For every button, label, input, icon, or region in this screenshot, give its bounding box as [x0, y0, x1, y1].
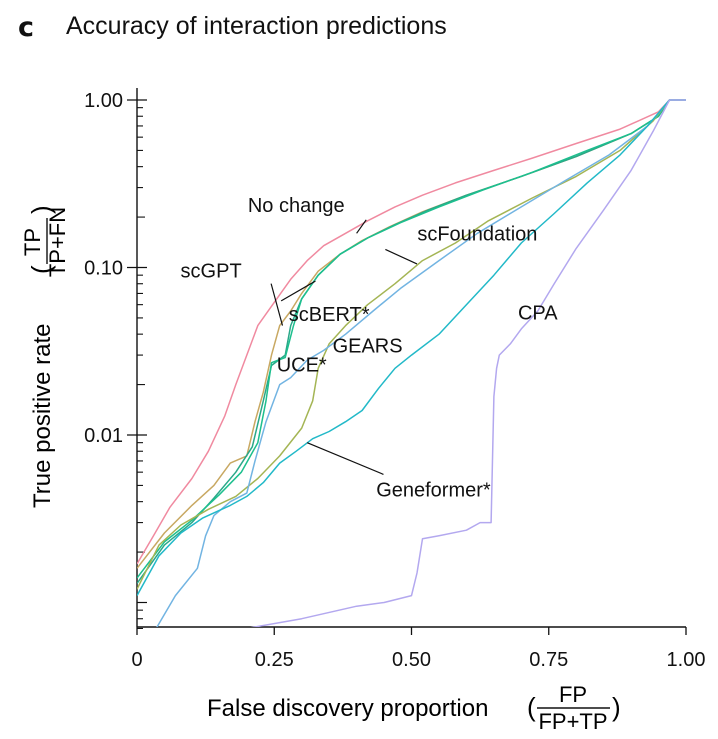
x-tick-label: 1.00 — [667, 649, 706, 671]
annotation-label-scfoundation: scFoundation — [417, 223, 537, 245]
annotation-pointer-scfoundation — [385, 248, 418, 265]
annotation-label-scgpt: scGPT — [181, 261, 242, 283]
x-tick-label: 0 — [131, 649, 142, 671]
annotation-label-no-change: No change — [248, 195, 345, 217]
y-axis-label-group: True positive rate ( TP TP+FN ) — [20, 205, 70, 508]
annotation-pointer-scgpt — [270, 283, 284, 326]
x-tick-label: 0.75 — [529, 649, 568, 671]
y-axis-paren-open: ( — [26, 265, 56, 274]
y-fraction-numerator: TP — [20, 228, 45, 256]
y-axis-paren-close: ) — [26, 205, 56, 214]
annotation-label-cpa: CPA — [518, 302, 558, 324]
series-line-scfoundation — [137, 99, 686, 590]
series-line-gears — [156, 99, 686, 627]
y-fraction-denominator: TP+FN — [45, 207, 70, 277]
annotations: No change scFoundation scGPT scBERT* GEARS UC… — [181, 195, 559, 502]
annotation-pointer-geneformer — [306, 442, 384, 475]
x-fraction-numerator: FP — [559, 682, 587, 707]
series-line-no-change — [137, 99, 686, 565]
annotation-label-scbert: scBERT* — [289, 304, 370, 326]
series-line-uce — [137, 99, 686, 579]
annotation-label-uce: UCE* — [277, 354, 327, 376]
y-tick-label: 0.10 — [84, 258, 123, 280]
y-tick-label: 0.01 — [84, 425, 123, 447]
x-tick-label: 0.50 — [392, 649, 431, 671]
x-axis-paren-open: ( — [527, 692, 536, 722]
series-line-geneformer — [137, 99, 686, 596]
y-axis-label: True positive rate — [29, 323, 56, 508]
x-axis-label: False discovery proportion — [207, 695, 488, 722]
annotation-pointer-no-change — [356, 219, 367, 234]
series-line-cpa — [250, 99, 686, 627]
annotation-label-gears: GEARS — [333, 336, 403, 358]
annotation-label-geneformer: Geneformer* — [376, 479, 491, 501]
x-axis-paren-close: ) — [612, 692, 621, 722]
axes: 0.01 0.10 1.00 0 0.25 0.50 0.75 1.00 — [84, 88, 705, 671]
chart-title: Accuracy of interaction predictions — [66, 12, 447, 40]
annotation-pointer-scbert — [280, 280, 316, 302]
axis-labels: True positive rate ( TP TP+FN ) False di… — [20, 205, 621, 734]
y-tick-label: 1.00 — [84, 90, 123, 112]
panel-letter: c — [18, 12, 35, 43]
x-fraction-denominator: FP+TP — [538, 709, 607, 734]
x-tick-label: 0.25 — [255, 649, 294, 671]
series-lines — [137, 99, 686, 627]
